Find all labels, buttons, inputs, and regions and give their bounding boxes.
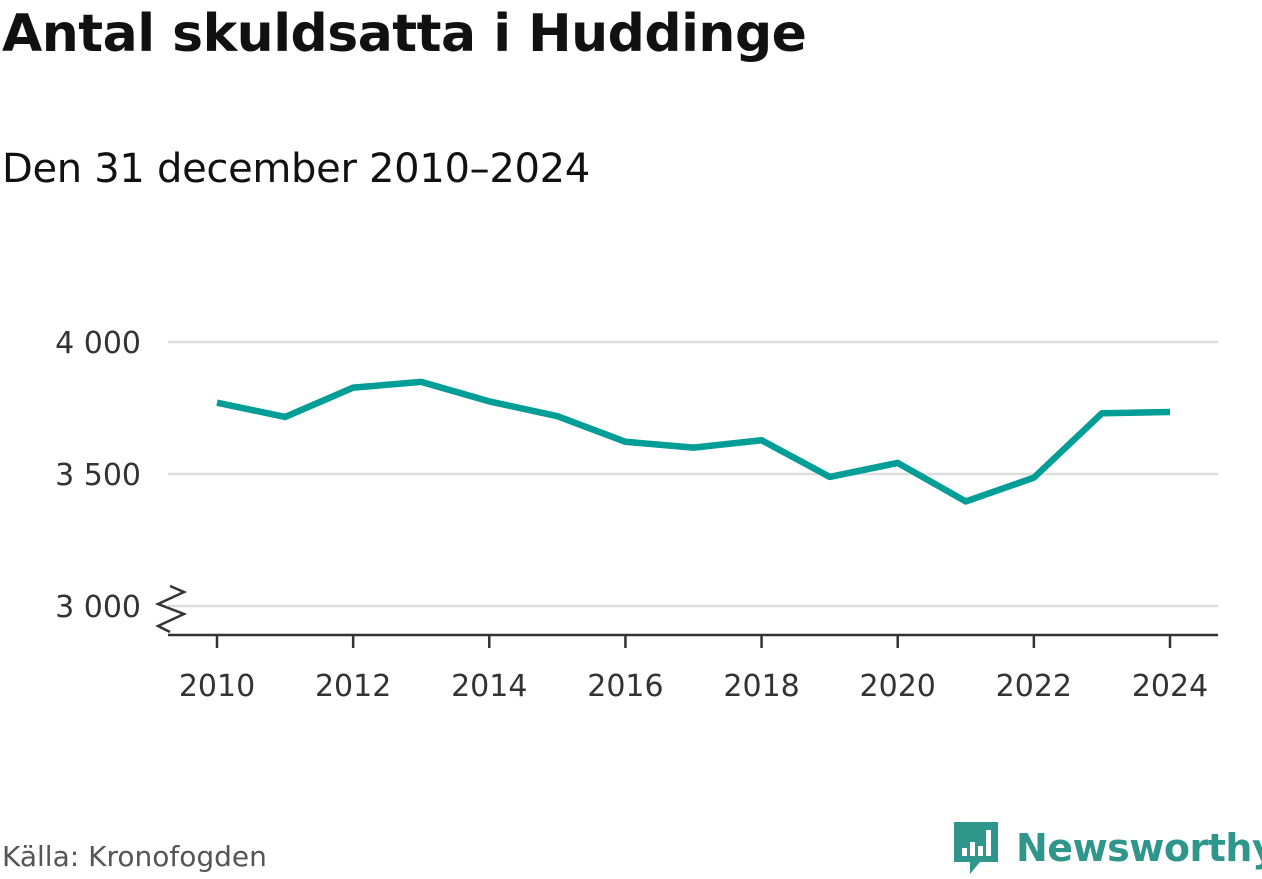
data-point xyxy=(554,413,560,419)
gridlines xyxy=(168,340,1218,608)
brand-logo[interactable]: Newsworthy xyxy=(950,818,1262,878)
data-point xyxy=(690,444,696,450)
y-tick-label: 3 500 xyxy=(55,458,141,493)
data-point xyxy=(826,474,832,480)
x-axis-labels: 2010 2012 2014 2016 2018 2020 2022 2024 xyxy=(179,669,1208,704)
x-axis xyxy=(154,584,1218,648)
chart-subtitle: Den 31 december 2010–2024 xyxy=(2,146,590,192)
chart-title: Antal skuldsatta i Huddinge xyxy=(2,4,807,64)
newsworthy-logo-icon xyxy=(954,822,998,874)
y-tick-label: 4 000 xyxy=(55,326,141,361)
data-point xyxy=(622,439,628,445)
series-line xyxy=(216,378,1171,505)
x-tick-label: 2016 xyxy=(587,669,663,704)
data-point xyxy=(1167,409,1173,415)
data-point xyxy=(1099,410,1105,416)
data-point xyxy=(214,400,220,406)
data-point xyxy=(758,437,764,443)
x-tick-label: 2022 xyxy=(996,669,1072,704)
x-tick-label: 2014 xyxy=(451,669,527,704)
data-point xyxy=(350,384,356,390)
data-point xyxy=(282,414,288,420)
line-chart: 3 000 3 500 4 000 2010 2012 2014 2016 2018 2020… xyxy=(55,326,1218,704)
data-point xyxy=(963,498,969,504)
y-axis-labels: 3 000 3 500 4 000 xyxy=(55,326,141,625)
data-point xyxy=(1031,474,1037,480)
source-note: Källa: Kronofogden xyxy=(2,840,267,873)
data-point xyxy=(895,460,901,466)
axis-break-icon xyxy=(154,584,188,634)
x-tick-label: 2024 xyxy=(1132,669,1208,704)
x-tick-label: 2020 xyxy=(860,669,936,704)
y-tick-label: 3 000 xyxy=(55,590,141,625)
data-point xyxy=(418,379,424,385)
data-point xyxy=(486,398,492,404)
x-tick-label: 2010 xyxy=(179,669,255,704)
x-tick-label: 2018 xyxy=(723,669,799,704)
series xyxy=(214,378,1173,505)
brand-name: Newsworthy xyxy=(1016,826,1262,870)
x-tick-label: 2012 xyxy=(315,669,391,704)
